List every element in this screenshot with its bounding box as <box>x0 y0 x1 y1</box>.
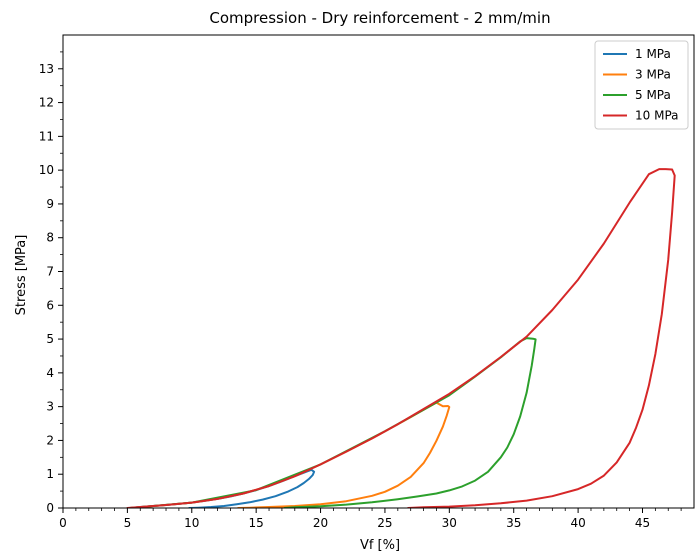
x-tick-label: 10 <box>184 516 199 530</box>
legend-label: 5 MPa <box>635 88 671 102</box>
y-tick-label: 2 <box>46 433 54 447</box>
series-line-5-mpa <box>129 337 537 508</box>
x-tick-label: 20 <box>313 516 328 530</box>
y-tick-label: 6 <box>46 298 54 312</box>
plot-frame <box>62 34 695 509</box>
y-tick-label: 13 <box>39 62 54 76</box>
plot-series <box>126 168 676 508</box>
series-line-10-mpa <box>126 168 676 508</box>
legend: 1 MPa 3 MPa 5 MPa 10 MPa <box>594 40 689 130</box>
y-tick-label: 8 <box>46 231 54 245</box>
x-tick-label: 35 <box>506 516 521 530</box>
y-tick-label: 1 <box>46 467 54 481</box>
y-axis-label: Stress [MPa] <box>14 235 29 316</box>
x-tick-label: 45 <box>635 516 650 530</box>
y-tick-label: 10 <box>39 163 54 177</box>
y-tick-label: 4 <box>46 366 54 380</box>
x-tick-label: 25 <box>377 516 392 530</box>
chart-title: Compression - Dry reinforcement - 2 mm/m… <box>209 9 550 27</box>
legend-box <box>594 40 689 130</box>
series-line-3-mpa <box>129 401 451 508</box>
legend-label: 1 MPa <box>635 47 671 61</box>
x-tick-label: 0 <box>59 516 67 530</box>
x-axis-label: Vf [%] <box>360 538 400 553</box>
x-tick-label: 40 <box>570 516 585 530</box>
y-tick-label: 9 <box>46 197 54 211</box>
y-tick-label: 12 <box>39 96 54 110</box>
x-tick-label: 30 <box>442 516 457 530</box>
y-tick-label: 0 <box>46 501 54 515</box>
x-tick-label: 15 <box>249 516 264 530</box>
series-line-1-mpa <box>129 468 316 508</box>
legend-label: 3 MPa <box>635 68 671 82</box>
y-tick-label: 3 <box>46 400 54 414</box>
legend-label: 10 MPa <box>635 109 679 123</box>
x-tick-label: 5 <box>124 516 132 530</box>
y-tick-label: 11 <box>39 129 54 143</box>
y-tick-label: 5 <box>46 332 54 346</box>
y-tick-label: 7 <box>46 265 54 279</box>
